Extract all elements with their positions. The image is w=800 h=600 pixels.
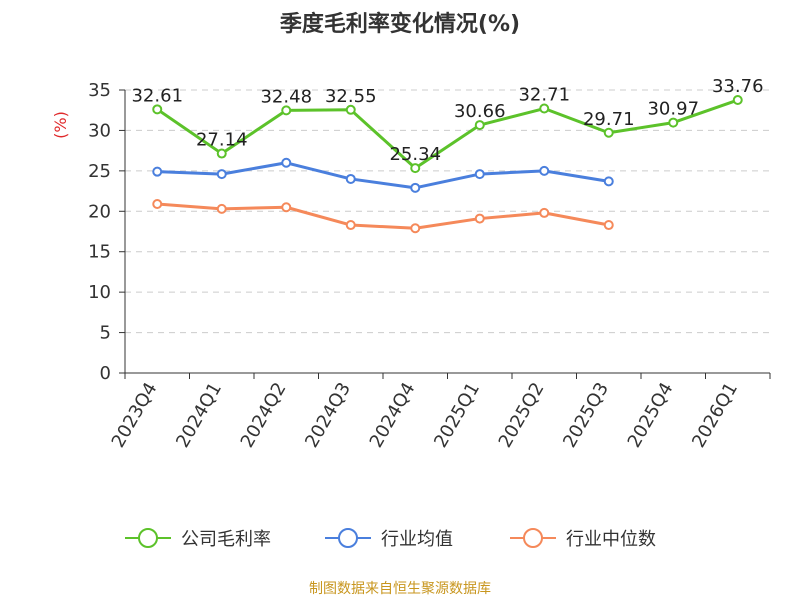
data-point <box>281 157 292 168</box>
data-point <box>732 95 743 106</box>
y-tick-label: 35 <box>88 80 111 101</box>
legend-item: 行业均值 <box>325 528 453 550</box>
data-point <box>410 223 421 234</box>
x-tick-label: 2025Q4 <box>624 379 678 451</box>
data-point <box>474 213 485 224</box>
y-tick-label: 5 <box>100 323 111 344</box>
x-tick-label: 2025Q2 <box>495 379 549 451</box>
series-line <box>157 202 610 230</box>
data-point <box>539 103 550 114</box>
data-label: 30.97 <box>647 99 699 120</box>
data-point <box>216 169 227 180</box>
x-tick-label: 2024Q4 <box>366 379 420 451</box>
data-label: 32.55 <box>325 86 377 107</box>
data-point <box>281 105 292 116</box>
data-point <box>410 163 421 174</box>
data-point <box>539 165 550 176</box>
y-axis-label: (%) <box>51 111 70 139</box>
grid-lines <box>125 89 770 334</box>
x-tick-label: 2024Q2 <box>237 379 291 451</box>
legend-label: 公司毛利率 <box>181 529 271 550</box>
legend-swatch-marker <box>338 528 358 548</box>
y-tick-label: 20 <box>88 201 111 222</box>
data-point <box>410 182 421 193</box>
legend-swatch-marker <box>523 528 543 548</box>
data-label: 32.61 <box>131 85 183 106</box>
y-tick-label: 10 <box>88 282 111 303</box>
data-label: 33.76 <box>712 76 764 97</box>
y-tick-label: 0 <box>100 363 111 384</box>
series-2 <box>152 157 614 193</box>
data-point <box>345 173 356 184</box>
y-tick-label: 15 <box>88 242 111 263</box>
legend-item: 公司毛利率 <box>125 528 271 550</box>
data-point <box>152 166 163 177</box>
chart-title: 季度毛利率变化情况(%) <box>279 12 521 37</box>
data-point <box>152 199 163 210</box>
data-point <box>345 104 356 115</box>
legend: 公司毛利率 行业均值 行业中位数 <box>125 528 656 550</box>
series-3 <box>152 199 614 234</box>
data-label: 29.71 <box>583 109 635 130</box>
series-1 <box>152 95 743 174</box>
legend-item: 行业中位数 <box>510 528 656 550</box>
series-line <box>156 98 739 170</box>
y-tick-label: 30 <box>88 120 111 141</box>
data-point <box>281 202 292 213</box>
data-point <box>474 169 485 180</box>
data-source-note: 制图数据来自恒生聚源数据库 <box>309 581 491 597</box>
data-point <box>603 127 614 138</box>
data-point <box>539 207 550 218</box>
x-tick-label: 2024Q3 <box>301 379 355 451</box>
x-tick-label: 2024Q1 <box>172 379 226 451</box>
data-label: 25.34 <box>389 144 441 165</box>
data-point <box>216 148 227 159</box>
x-tick-label: 2025Q1 <box>430 379 484 451</box>
legend-label: 行业中位数 <box>566 529 656 550</box>
x-tick-label: 2025Q3 <box>559 379 613 451</box>
data-point <box>474 120 485 131</box>
data-label: 32.71 <box>518 85 570 106</box>
data-point <box>603 176 614 187</box>
x-tick-labels: 2023Q4 2024Q1 2024Q2 2024Q3 2024Q4 2025Q1 2025… <box>108 379 742 451</box>
data-label: 32.48 <box>260 86 312 107</box>
y-tick-label: 25 <box>88 161 111 182</box>
y-tick-labels: 0 5 10 15 20 25 30 35 <box>88 80 125 384</box>
data-label: 30.66 <box>454 101 506 122</box>
data-point <box>668 117 679 128</box>
axes <box>124 90 771 379</box>
data-labels: 32.61 27.14 32.48 32.55 25.34 30.66 32.71 29.71… <box>131 76 763 165</box>
legend-label: 行业均值 <box>381 529 453 550</box>
data-label: 27.14 <box>196 130 248 151</box>
data-point <box>152 104 163 115</box>
series-line <box>157 161 609 190</box>
series-group: 32.61 27.14 32.48 32.55 25.34 30.66 32.71 29.71… <box>131 76 764 234</box>
legend-swatch-marker <box>138 528 158 548</box>
data-point <box>345 220 356 231</box>
data-point <box>216 203 227 214</box>
data-point <box>603 220 614 231</box>
x-tick-label: 2023Q4 <box>108 379 162 451</box>
x-tick-label: 2026Q1 <box>688 379 742 451</box>
